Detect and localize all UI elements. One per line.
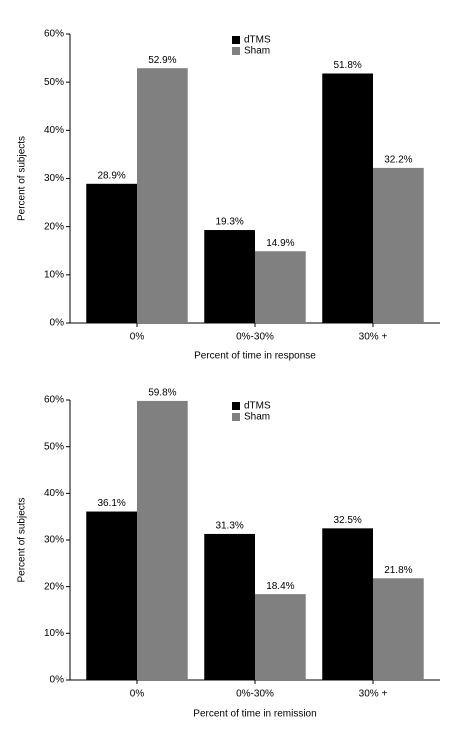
legend-label: dTMS bbox=[244, 35, 271, 46]
legend-swatch bbox=[232, 36, 240, 44]
legend-swatch bbox=[232, 47, 240, 55]
y-tick-label: 0% bbox=[50, 318, 65, 329]
y-tick-label: 60% bbox=[44, 395, 64, 406]
bar bbox=[322, 73, 373, 323]
value-label: 18.4% bbox=[266, 581, 294, 592]
value-label: 14.9% bbox=[266, 238, 294, 249]
value-label: 32.5% bbox=[333, 515, 361, 526]
bar bbox=[373, 167, 424, 323]
bar bbox=[373, 578, 424, 680]
y-tick-label: 0% bbox=[50, 675, 65, 686]
y-tick-label: 60% bbox=[44, 29, 64, 40]
value-label: 52.9% bbox=[148, 55, 176, 66]
x-tick-label: 30% + bbox=[359, 332, 388, 343]
bar bbox=[322, 528, 373, 680]
bar bbox=[255, 594, 306, 680]
value-label: 32.2% bbox=[384, 155, 412, 166]
x-axis-label: Percent of time in response bbox=[194, 351, 316, 362]
x-tick-label: 0% bbox=[130, 689, 145, 700]
legend-label: Sham bbox=[244, 46, 270, 57]
y-tick-label: 10% bbox=[44, 628, 64, 639]
x-tick-label: 0% bbox=[130, 332, 145, 343]
y-tick-label: 40% bbox=[44, 125, 64, 136]
x-tick-label: 30% + bbox=[359, 689, 388, 700]
y-tick-label: 30% bbox=[44, 535, 64, 546]
bar bbox=[86, 511, 137, 680]
bar bbox=[86, 183, 137, 323]
bar bbox=[137, 400, 188, 680]
y-tick-label: 10% bbox=[44, 269, 64, 280]
x-tick-label: 0%-30% bbox=[236, 689, 274, 700]
legend-label: dTMS bbox=[244, 401, 271, 412]
value-label: 36.1% bbox=[97, 498, 125, 509]
legend-label: Sham bbox=[244, 412, 270, 423]
x-tick-label: 0%-30% bbox=[236, 332, 274, 343]
y-tick-label: 50% bbox=[44, 77, 64, 88]
value-label: 28.9% bbox=[97, 170, 125, 181]
y-axis-label: Percent of subjects bbox=[17, 136, 28, 221]
legend-swatch bbox=[232, 413, 240, 421]
value-label: 19.3% bbox=[215, 217, 243, 228]
value-label: 21.8% bbox=[384, 565, 412, 576]
bar bbox=[137, 68, 188, 323]
y-tick-label: 40% bbox=[44, 488, 64, 499]
value-label: 59.8% bbox=[148, 388, 176, 399]
y-tick-label: 20% bbox=[44, 581, 64, 592]
y-tick-label: 30% bbox=[44, 173, 64, 184]
bar bbox=[204, 230, 255, 323]
y-tick-label: 50% bbox=[44, 441, 64, 452]
value-label: 51.8% bbox=[333, 60, 361, 71]
value-label: 31.3% bbox=[215, 521, 243, 532]
legend-swatch bbox=[232, 402, 240, 410]
y-tick-label: 20% bbox=[44, 221, 64, 232]
x-axis-label: Percent of time in remission bbox=[193, 709, 316, 720]
bar bbox=[204, 533, 255, 680]
bar bbox=[255, 251, 306, 323]
y-axis-label: Percent of subjects bbox=[17, 497, 28, 582]
